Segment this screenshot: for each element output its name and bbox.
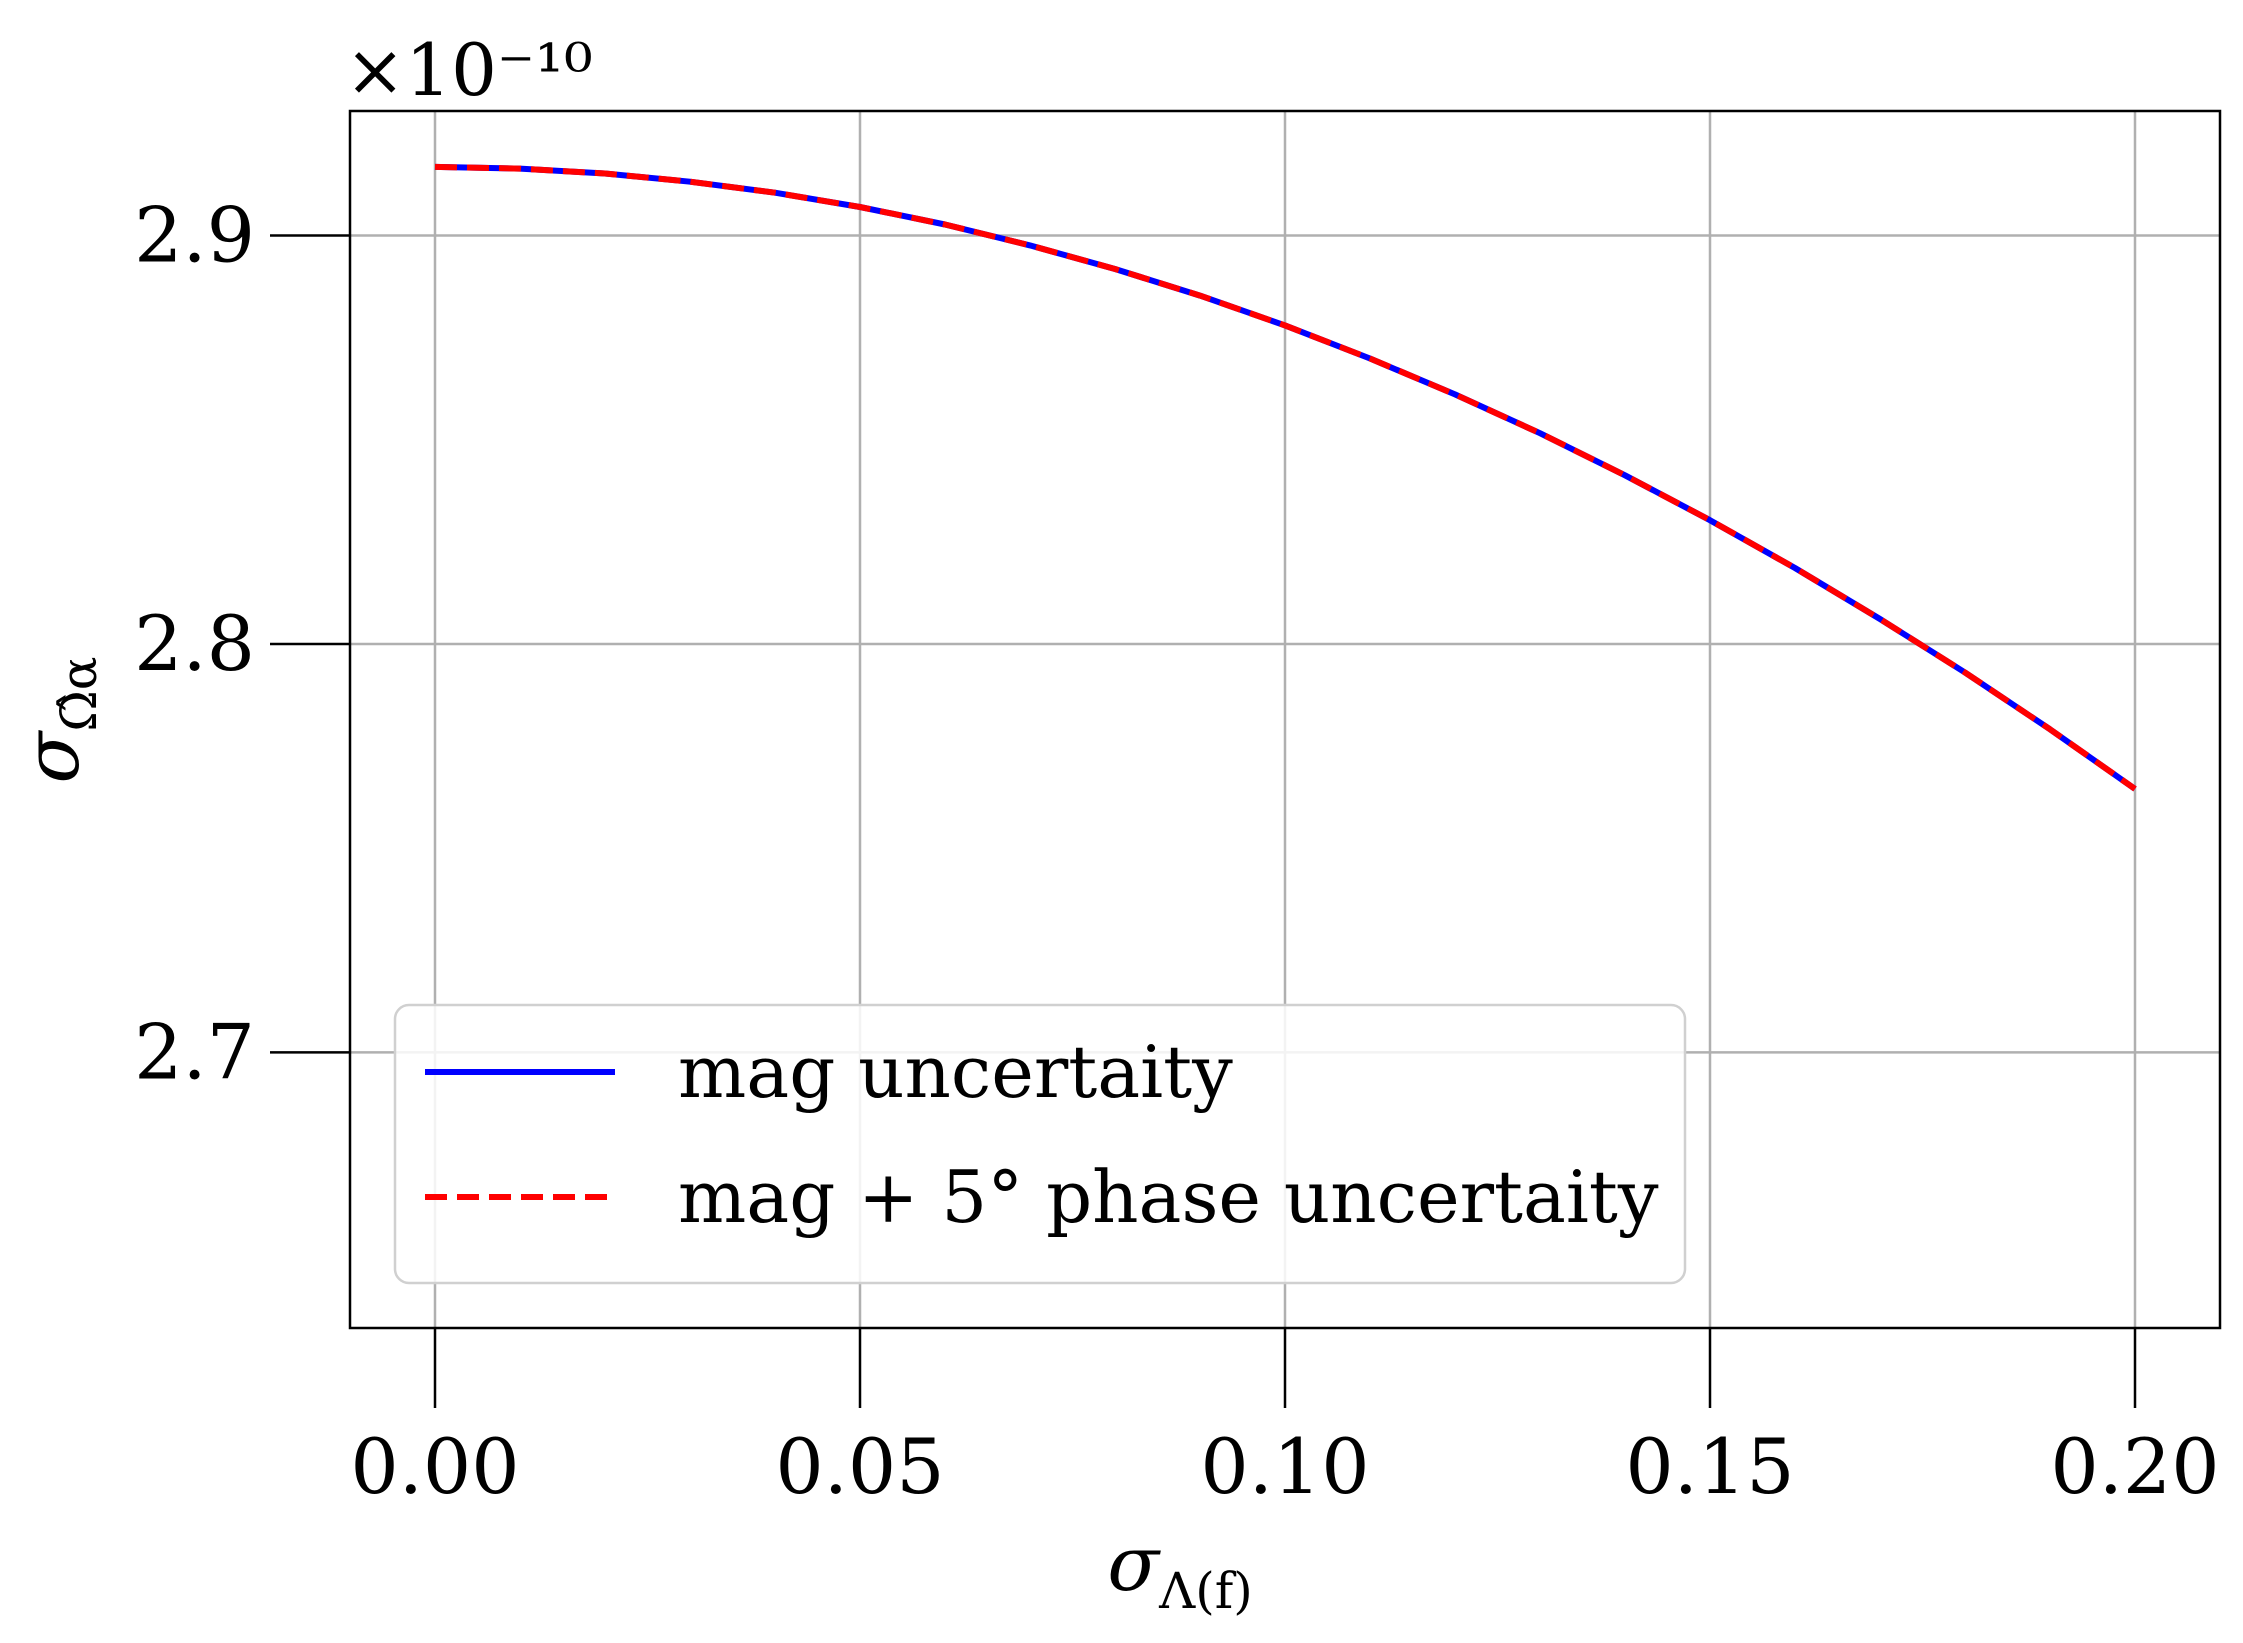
y-axis-label: σΩ̂α	[7, 656, 108, 783]
series-lines	[434, 163, 2137, 792]
legend-box	[393, 1003, 1687, 1285]
series-line-mag-phase	[434, 163, 2137, 792]
y-tick-label: 2.8	[134, 599, 255, 688]
legend-label-mag: mag uncertaity	[678, 1030, 1233, 1114]
y-tick-label: 2.7	[134, 1007, 255, 1096]
legend: mag uncertaity mag + 5° phase uncertaity	[393, 1003, 1687, 1285]
x-tick-label: 0.15	[1625, 1422, 1794, 1511]
y-tick-label: 2.9	[134, 191, 255, 280]
axis-ticks: 0.00 0.05 0.10 0.15 0.20 2.7 2.8 2.9	[134, 191, 2219, 1511]
x-axis-label: σΛ(f)	[1107, 1519, 1253, 1620]
legend-label-mag-phase: mag + 5° phase uncertaity	[678, 1155, 1659, 1239]
y-multiplier-label: ×10⁻¹⁰	[345, 28, 593, 112]
x-tick-label: 0.00	[350, 1422, 519, 1511]
x-tick-label: 0.05	[775, 1422, 944, 1511]
x-tick-label: 0.20	[2050, 1422, 2219, 1511]
x-tick-label: 0.10	[1200, 1422, 1369, 1511]
